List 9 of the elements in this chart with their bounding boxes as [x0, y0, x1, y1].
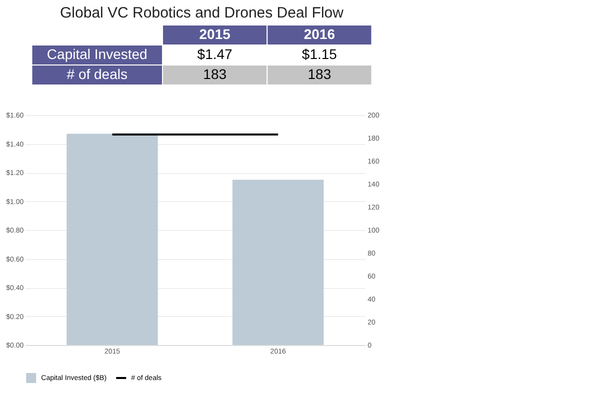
category-label: 2016 [304, 26, 336, 42]
text: Capital Invested [46, 46, 148, 62]
text: # of deals [66, 66, 128, 82]
data-label: 183 [203, 66, 227, 82]
category-label: 2015 [199, 26, 231, 42]
data-label: 183 [308, 66, 332, 82]
data-label: $1.47 [197, 46, 233, 62]
text: Global VC Robotics and Drones Deal Flow [60, 4, 344, 22]
data-label: $1.15 [302, 46, 338, 62]
